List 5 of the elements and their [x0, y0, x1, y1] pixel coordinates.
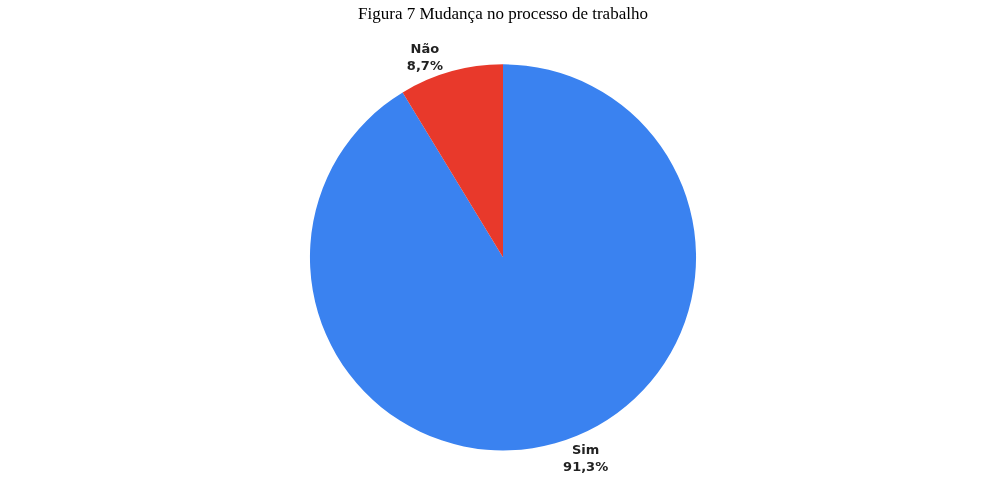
slice-label: Sim [571, 442, 600, 458]
chart-title: Figura 7 Mudança no processo de trabalho [358, 4, 648, 24]
slice-label: Não [410, 40, 440, 56]
data-label: 8,7% [406, 57, 443, 73]
data-label: 91,3% [563, 458, 609, 474]
